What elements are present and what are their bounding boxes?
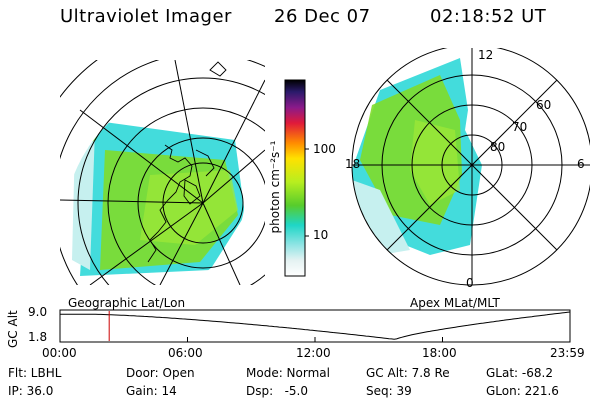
- geographic-label: Geographic Lat/Lon: [68, 296, 186, 310]
- mlat-label-60: 60: [536, 98, 552, 112]
- mlt-label-6: 6: [577, 157, 585, 171]
- geographic-aurora: [72, 80, 245, 276]
- instrument-title: Ultraviolet Imager: [60, 6, 232, 27]
- apex-grid: [351, 48, 590, 286]
- status-glon: GLon: 221.6: [486, 384, 559, 398]
- xtick-1800: 18:00: [422, 346, 457, 360]
- altitude-curve: [60, 311, 571, 340]
- apex-label: Apex MLat/MLT: [410, 296, 500, 310]
- colorbar-tick-100: 100: [313, 142, 336, 156]
- altitude-ticks: [59, 337, 571, 342]
- status-filter: Flt: LBHL: [8, 366, 62, 380]
- status-ip: IP: 36.0: [8, 384, 54, 398]
- altitude-ytick-bottom: 1.8: [28, 330, 48, 344]
- status-door: Door: Open: [126, 366, 195, 380]
- colorbar-tick-10: 10: [313, 228, 329, 242]
- mlat-label-80: 80: [490, 140, 506, 154]
- status-glat: GLat: -68.2: [486, 366, 553, 380]
- xtick-0000: 00:00: [42, 346, 77, 360]
- apex-polar-plot: [351, 48, 590, 286]
- xtick-0600: 06:00: [168, 346, 203, 360]
- status-mode: Mode: Normal: [246, 366, 330, 380]
- mlt-label-12: 12: [478, 48, 494, 62]
- altitude-axis-label: GC Alt: [6, 310, 20, 348]
- xtick-1200: 12:00: [296, 346, 331, 360]
- status-gc-alt: GC Alt: 7.8 Re: [366, 366, 450, 380]
- status-gain: Gain: 14: [126, 384, 177, 398]
- colorbar-axis-label: photon cm⁻²s⁻¹: [268, 140, 282, 234]
- apex-aurora: [352, 58, 482, 255]
- date-label: 26 Dec 07: [274, 6, 371, 27]
- xtick-2359: 23:59: [550, 346, 585, 360]
- status-dsp: Dsp: -5.0: [246, 384, 309, 398]
- time-label: 02:18:52 UT: [430, 6, 547, 27]
- altitude-ytick-top: 9.0: [28, 305, 48, 319]
- status-seq: Seq: 39: [366, 384, 412, 398]
- coastline: [147, 61, 227, 263]
- mlt-label-0: 0: [466, 276, 474, 290]
- altitude-plot: [59, 309, 571, 343]
- mlt-label-18: 18: [345, 157, 361, 171]
- mlat-label-70: 70: [512, 120, 528, 134]
- colorbar: [284, 79, 309, 277]
